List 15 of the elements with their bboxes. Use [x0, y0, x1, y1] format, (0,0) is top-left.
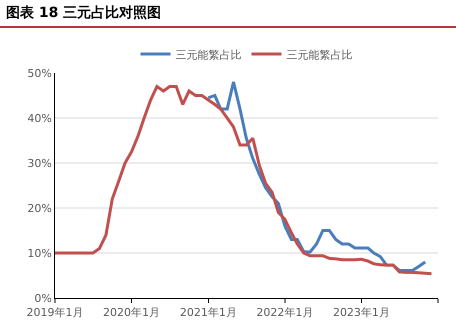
y-tick-label: 50% [27, 66, 52, 80]
y-tick-label: 20% [27, 202, 52, 215]
x-tick-label: 2019年1月 [26, 306, 84, 320]
y-tick-label: 40% [27, 112, 52, 125]
x-tick-label: 2020年1月 [103, 306, 160, 320]
x-tick-label: 2021年1月 [180, 306, 237, 320]
legend-label: 三元能繁占比 [176, 48, 242, 62]
x-tick-label: 2022年1月 [256, 306, 314, 320]
line-series [55, 85, 433, 276]
chart-title: 图表 18 三元占比对照图 [0, 0, 456, 28]
x-tick-label: 2023年1月 [332, 306, 390, 320]
y-tick-label: 0% [34, 292, 52, 305]
y-tick-label: 30% [27, 156, 52, 170]
y-tick-label: 10% [27, 246, 52, 260]
legend-label: 三元能繁占比 [286, 48, 352, 62]
